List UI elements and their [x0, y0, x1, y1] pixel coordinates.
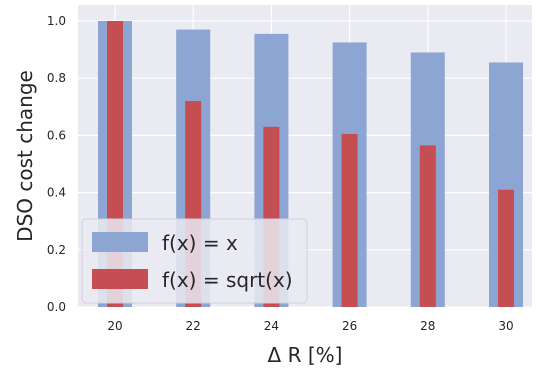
y-tick-label: 1.0 [47, 14, 66, 28]
legend-label-series-1: f(x) = x [162, 231, 238, 255]
x-tick-label: 24 [264, 319, 279, 333]
x-tick-label: 22 [186, 319, 201, 333]
y-tick-labels: 0.0 0.2 0.4 0.6 0.8 1.0 [47, 14, 66, 314]
legend-label-series-2: f(x) = sqrt(x) [162, 268, 293, 292]
legend-swatch-series-1 [92, 232, 148, 252]
legend-swatch-series-2 [92, 269, 148, 289]
y-tick-label: 0.8 [47, 71, 66, 85]
x-tick-label: 20 [107, 319, 122, 333]
x-tick-labels: 20 22 24 26 28 30 [107, 319, 513, 333]
y-tick-label: 0.6 [47, 128, 66, 142]
x-axis-label: Δ R [%] [268, 343, 343, 367]
bar-series-2-28 [419, 145, 436, 307]
bar-series-2-30 [498, 189, 514, 307]
y-tick-label: 0.4 [47, 186, 66, 200]
y-tick-label: 0.2 [47, 243, 66, 257]
legend: f(x) = x f(x) = sqrt(x) [81, 218, 308, 304]
x-tick-label: 28 [420, 319, 435, 333]
x-tick-label: 30 [498, 319, 513, 333]
bar-series-2-26 [341, 133, 358, 307]
x-tick-label: 26 [342, 319, 357, 333]
y-axis-label: DSO cost change [13, 70, 37, 242]
y-tick-label: 0.0 [47, 300, 66, 314]
